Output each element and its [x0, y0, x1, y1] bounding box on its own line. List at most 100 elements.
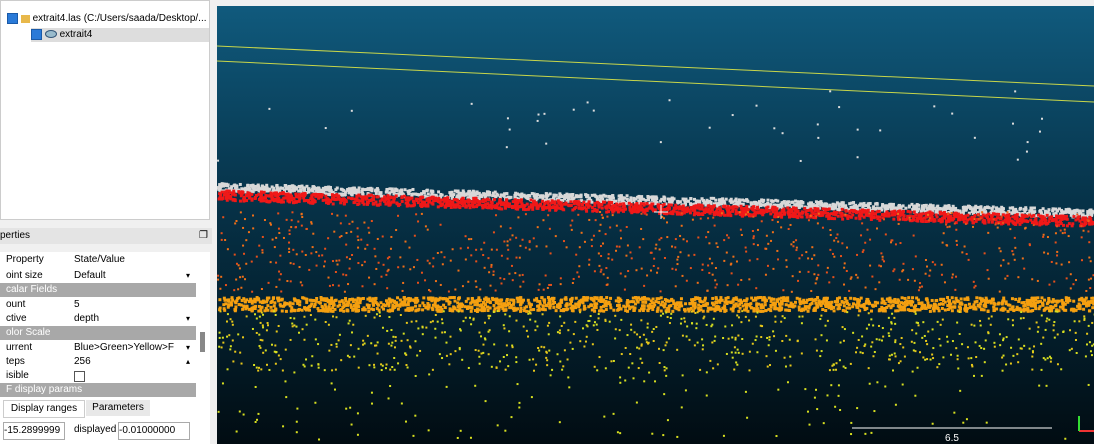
point [598, 265, 600, 267]
property-row: oint sizeDefault▾ [0, 269, 196, 283]
point [393, 197, 396, 200]
point [318, 255, 320, 257]
point [573, 109, 575, 111]
point [476, 190, 479, 193]
point [1089, 287, 1091, 289]
point [578, 265, 580, 267]
point [366, 201, 369, 204]
point [328, 199, 331, 202]
point [798, 298, 801, 301]
point [670, 299, 673, 302]
point [230, 301, 233, 304]
point [899, 218, 901, 220]
point [349, 268, 351, 270]
point [806, 216, 809, 219]
point [417, 282, 419, 284]
point [658, 239, 660, 241]
point [328, 277, 330, 279]
point [646, 274, 648, 276]
point [1031, 221, 1034, 224]
point [963, 220, 966, 223]
point [826, 271, 828, 273]
point [1040, 296, 1043, 299]
point [563, 240, 565, 242]
point [292, 249, 294, 251]
point [964, 245, 966, 247]
point [796, 209, 799, 212]
point [412, 200, 415, 203]
point [299, 266, 301, 268]
point [795, 249, 797, 251]
point [1079, 298, 1082, 301]
point [276, 193, 279, 196]
point [338, 304, 341, 307]
point [684, 310, 687, 313]
tab[interactable]: Parameters [86, 400, 150, 416]
point [771, 219, 773, 221]
point [585, 203, 588, 206]
point [756, 208, 759, 211]
point [543, 289, 545, 291]
point [400, 189, 403, 192]
point [641, 208, 644, 211]
point [448, 291, 450, 293]
point [227, 248, 229, 250]
scrollbar[interactable] [200, 332, 205, 352]
point [865, 302, 868, 305]
point [616, 245, 618, 247]
point [809, 201, 812, 204]
point [833, 256, 835, 258]
point [453, 203, 456, 206]
point [1031, 297, 1034, 300]
point [742, 304, 745, 307]
point [1000, 265, 1002, 267]
point [923, 206, 926, 209]
point [263, 309, 266, 312]
point [726, 214, 729, 217]
tree-cloud[interactable]: extrait4 [31, 28, 209, 42]
point [962, 206, 965, 209]
point [299, 188, 302, 191]
point [878, 265, 880, 267]
tab[interactable]: Display ranges [3, 400, 85, 418]
point [321, 297, 324, 300]
range-max[interactable]: -0.01000000 [118, 422, 190, 440]
point [351, 221, 353, 223]
point [465, 204, 468, 207]
point [1006, 275, 1008, 277]
point [357, 262, 359, 264]
point [853, 297, 856, 300]
point [591, 239, 593, 241]
checkbox[interactable] [74, 371, 85, 382]
point [504, 204, 507, 207]
point [765, 248, 767, 250]
point [964, 298, 967, 301]
point [857, 277, 859, 279]
tree-root[interactable]: extrait4.las (C:/Users/saada/Desktop/... [7, 13, 207, 24]
point [697, 304, 700, 307]
range-min[interactable]: -15.2899999 [3, 422, 65, 440]
point [919, 282, 921, 284]
point [739, 211, 741, 213]
point [668, 203, 671, 206]
point [375, 268, 377, 270]
point [615, 250, 617, 252]
point [252, 215, 254, 217]
point [291, 184, 294, 187]
point [248, 197, 251, 200]
point [527, 299, 530, 302]
point [891, 239, 893, 241]
point [1009, 207, 1012, 210]
point [631, 257, 633, 259]
point [415, 198, 418, 201]
point [301, 185, 304, 188]
point [370, 194, 373, 197]
point [273, 301, 276, 304]
point [635, 202, 638, 205]
point [598, 204, 601, 207]
point [557, 196, 560, 199]
point [421, 213, 423, 215]
point [717, 246, 719, 248]
point [547, 206, 550, 209]
point [815, 215, 817, 217]
